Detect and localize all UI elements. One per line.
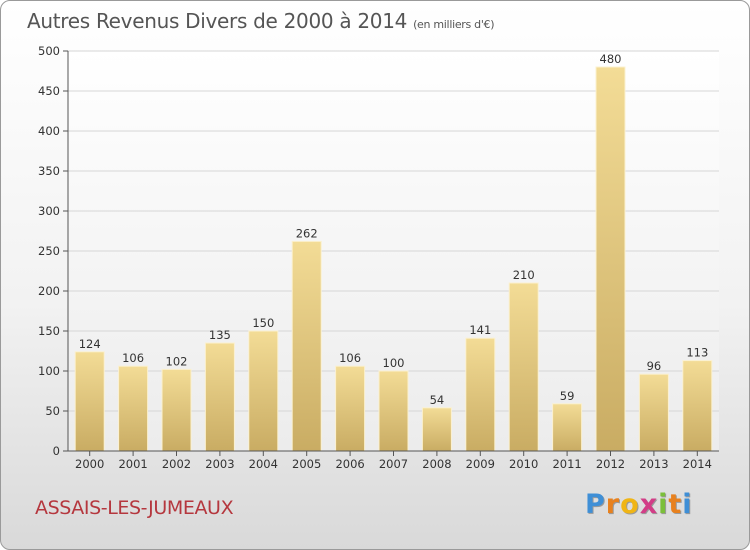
bar (552, 403, 583, 452)
y-tick-label: 50 (45, 404, 60, 418)
chart-title: Autres Revenus Divers de 2000 à 2014 (en … (27, 9, 495, 33)
bar (638, 373, 669, 452)
bar (465, 337, 496, 452)
data-label: 262 (296, 226, 318, 240)
x-tick-label: 2001 (118, 457, 147, 471)
x-tick-labels: 2000 2001 2002 2003 2004 2005 2006 2007 2008 2009… (75, 457, 712, 471)
data-label: 100 (383, 356, 405, 370)
x-tick-label: 2012 (596, 457, 625, 471)
y-tick-label: 200 (38, 284, 60, 298)
bar (595, 66, 626, 452)
x-tick-label: 2002 (162, 457, 191, 471)
y-tick-label: 150 (38, 324, 60, 338)
chart-subtitle: (en milliers d'€) (413, 18, 495, 31)
logo-letter: i (682, 489, 693, 520)
y-tick-label: 400 (38, 124, 60, 138)
y-tick-labels: 0 50 100 150 200 250 300 350 400 450 500 (38, 44, 60, 458)
bar (378, 370, 409, 452)
x-tick-label: 2000 (75, 457, 104, 471)
y-tick-label: 350 (38, 164, 60, 178)
x-tick-label: 2005 (292, 457, 321, 471)
data-label: 102 (166, 354, 188, 368)
bar (508, 282, 539, 452)
y-tick-label: 450 (38, 84, 60, 98)
bar (161, 368, 192, 452)
logo-letter: x (639, 489, 659, 520)
data-label: 96 (647, 359, 662, 373)
x-tick-label: 2003 (205, 457, 234, 471)
data-label: 124 (79, 337, 101, 351)
data-label: 150 (252, 316, 274, 330)
bars (74, 66, 713, 452)
logo-letter: t (668, 489, 683, 520)
x-tick-label: 2007 (379, 457, 408, 471)
bar (204, 342, 235, 452)
y-tick-label: 100 (38, 364, 60, 378)
x-tick-label: 2014 (683, 457, 712, 471)
y-tick-label: 250 (38, 244, 60, 258)
bar (118, 365, 149, 452)
commune-name: ASSAIS-LES-JUMEAUX (35, 497, 234, 519)
logo-letter: r (605, 489, 621, 520)
x-tick-label: 2011 (552, 457, 581, 471)
data-label: 59 (560, 389, 575, 403)
x-tick-label: 2009 (466, 457, 495, 471)
bar (248, 330, 279, 452)
x-tick-label: 2010 (509, 457, 538, 471)
bar (74, 351, 105, 452)
logo-letter: o (620, 489, 640, 520)
axes (63, 50, 719, 456)
data-label: 141 (469, 323, 491, 337)
data-label: 106 (339, 351, 361, 365)
x-tick-label: 2004 (249, 457, 278, 471)
y-tick-label: 500 (38, 44, 60, 58)
bar (291, 240, 322, 452)
chart-title-text: Autres Revenus Divers de 2000 à 2014 (27, 9, 408, 33)
data-label: 135 (209, 328, 231, 342)
x-tick-label: 2006 (335, 457, 364, 471)
data-label: 113 (686, 346, 708, 360)
data-label: 106 (122, 351, 144, 365)
data-label: 54 (430, 393, 445, 407)
logo-letter: i (658, 489, 669, 520)
x-tick-label: 2013 (639, 457, 668, 471)
data-labels: 124 106 102 135 150 262 106 100 54 141 210 59 480 96 1… (79, 52, 709, 407)
data-label: 480 (600, 52, 622, 66)
x-tick-label: 2008 (422, 457, 451, 471)
proxiti-logo[interactable]: Proxiti (585, 489, 693, 520)
data-label: 210 (513, 268, 535, 282)
y-tick-label: 0 (53, 444, 60, 458)
bar (682, 360, 713, 452)
bar (335, 365, 366, 452)
bar (421, 407, 452, 452)
y-tick-label: 300 (38, 204, 60, 218)
logo-letter: P (585, 489, 606, 520)
